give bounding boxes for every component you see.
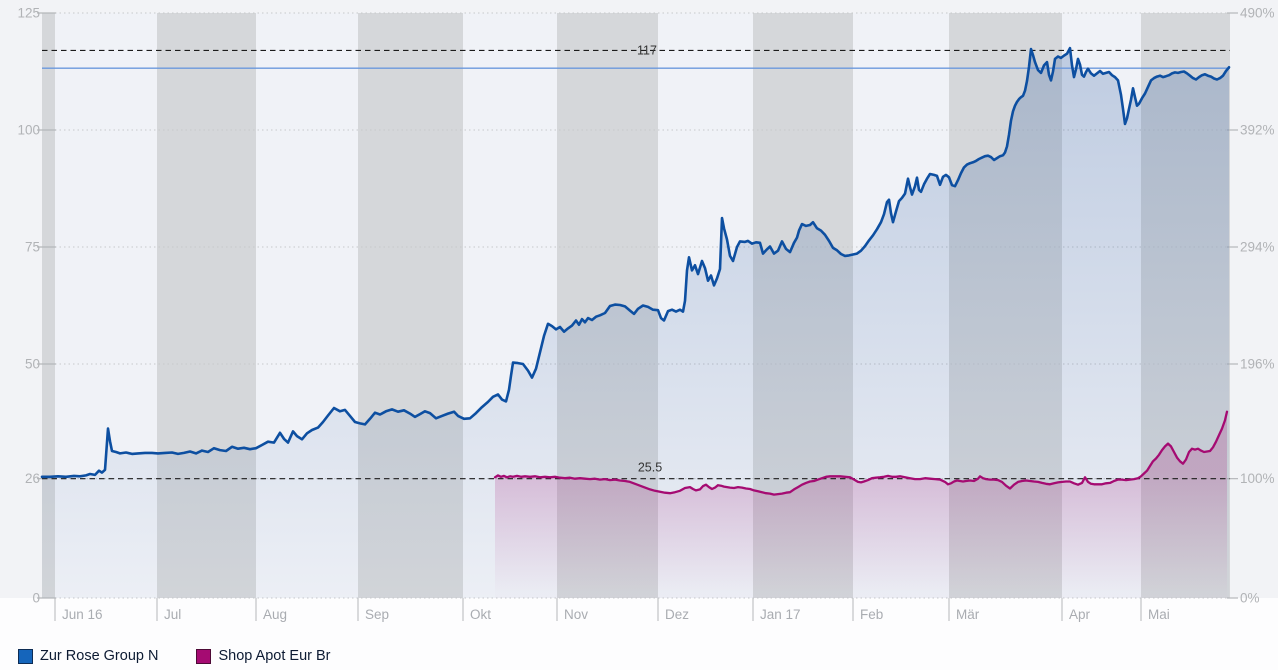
left-axis-label: 26 <box>25 471 40 486</box>
month-label: Mai <box>1148 607 1170 622</box>
series-lines <box>40 46 1231 496</box>
month-axis: Jun 16 Jul Aug Sep Okt Nov Dez Jan 17 Feb Mär Apr M… <box>54 598 1170 622</box>
month-label: Jun 16 <box>62 607 103 622</box>
left-axis-label: 125 <box>17 6 40 21</box>
zur-rose-legend-label: Zur Rose Group N <box>40 648 159 664</box>
chart-canvas: 125 490% 100 392% 75 294% 50 196% 26 100% 0 0% Jun 1… <box>0 0 1278 622</box>
legend-item-shop-apotheke: Shop Apot Eur Br <box>196 648 331 664</box>
month-label: Apr <box>1069 607 1091 622</box>
month-label: Dez <box>665 607 689 622</box>
zur-rose-line <box>40 46 1231 479</box>
right-axis-label: 196% <box>1240 357 1275 372</box>
month-label: Aug <box>263 607 287 622</box>
month-label: Nov <box>564 607 588 622</box>
left-axis-label: 75 <box>25 240 40 255</box>
chart-legend: Zur Rose Group N Shop Apot Eur Br <box>0 632 1278 670</box>
legend-item-zur-rose: Zur Rose Group N <box>18 648 158 664</box>
month-label: Sep <box>365 607 389 622</box>
marker-label: 117 <box>637 43 657 57</box>
month-band <box>42 13 55 598</box>
right-axis-label: 294% <box>1240 240 1275 255</box>
shop-apotheke-legend-label: Shop Apot Eur Br <box>218 648 331 664</box>
right-axis-label: 0% <box>1240 591 1260 606</box>
month-label: Okt <box>470 607 491 622</box>
right-axis-label: 490% <box>1240 6 1275 21</box>
month-label: Jan 17 <box>760 607 801 622</box>
month-label: Mär <box>956 607 980 622</box>
shop-apotheke-swatch-icon <box>196 648 212 664</box>
shop-apotheke-line <box>493 410 1229 496</box>
month-label: Jul <box>164 607 181 622</box>
marker-label: 25.5 <box>638 461 662 475</box>
left-axis-label: 100 <box>17 123 40 138</box>
shop-apotheke-area <box>495 411 1227 598</box>
series-area-fills <box>42 48 1229 599</box>
left-axis-label: 0 <box>32 591 40 606</box>
right-axis-label: 100% <box>1240 471 1275 486</box>
left-axis-label: 50 <box>25 357 40 372</box>
month-label: Feb <box>860 607 883 622</box>
right-axis-label: 392% <box>1240 123 1275 138</box>
zur-rose-swatch-icon <box>18 648 33 664</box>
zur-rose-area <box>42 48 1229 599</box>
